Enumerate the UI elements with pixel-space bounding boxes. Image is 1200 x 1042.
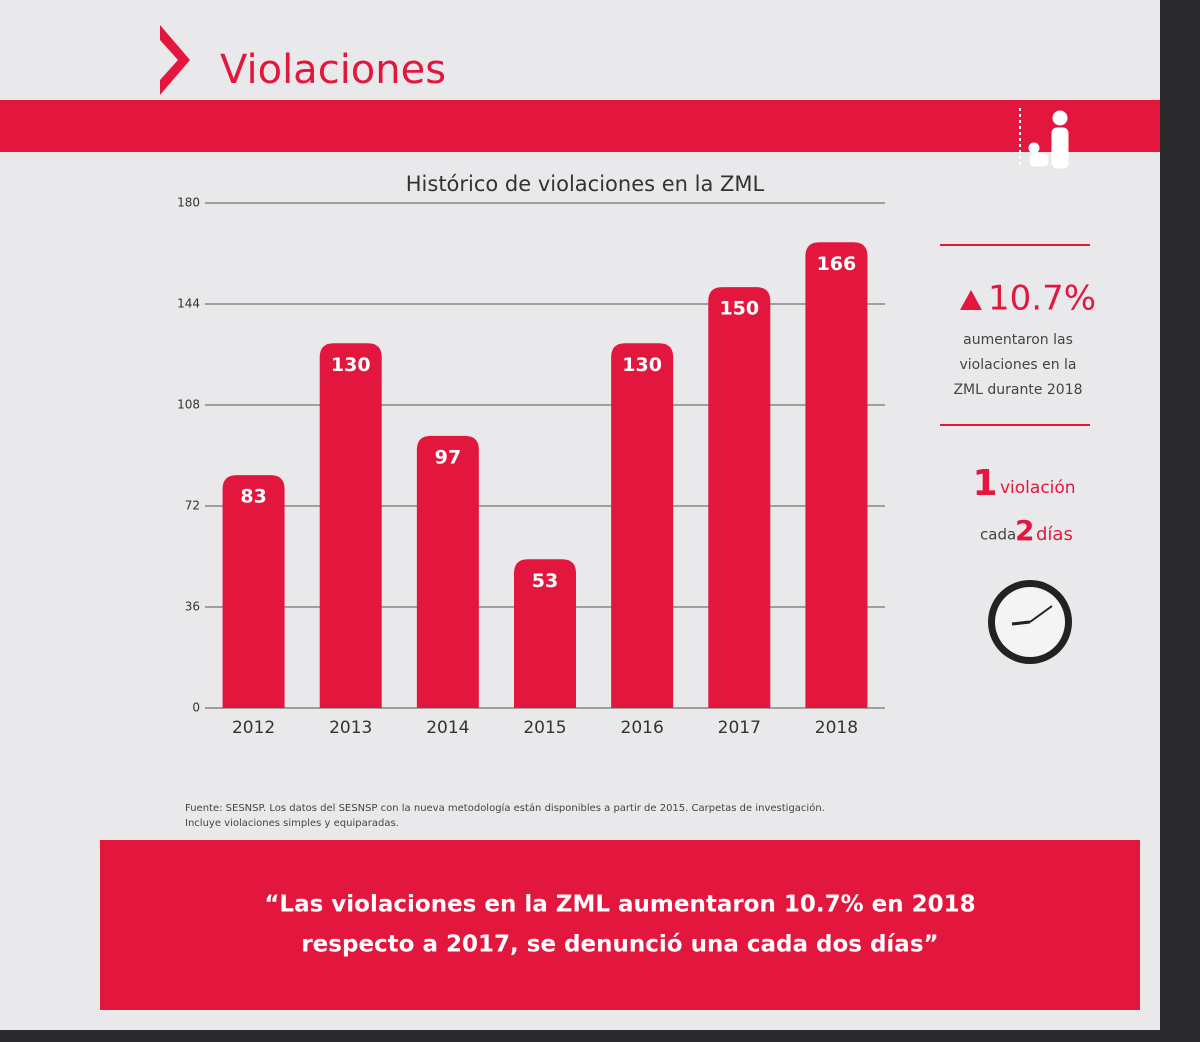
x-tick-label: 2015	[523, 718, 566, 738]
clock-hand	[1011, 620, 1031, 626]
y-tick-label: 144	[177, 297, 200, 311]
x-tick-label: 2013	[329, 718, 372, 738]
value-label: 166	[817, 253, 857, 275]
bar	[416, 435, 479, 708]
bar	[708, 287, 771, 708]
bar	[805, 242, 868, 708]
y-tick-label: 36	[185, 600, 200, 614]
x-tick-label: 2014	[426, 718, 469, 738]
icon-head-small	[1028, 142, 1040, 154]
rate-days: 2	[1015, 514, 1034, 547]
value-label: 150	[719, 298, 759, 320]
clock-icon	[988, 580, 1072, 664]
rate-count: 1	[972, 463, 997, 504]
quote-text: “Las violaciones en la ZML aumentaron 10…	[264, 892, 975, 918]
bar	[611, 343, 674, 708]
x-tick-label: 2017	[718, 718, 761, 738]
header-top	[0, 0, 1160, 100]
y-tick-label: 108	[177, 398, 200, 412]
quote-box	[100, 840, 1140, 1010]
person-icon	[1019, 108, 1069, 169]
quote-text: respecto a 2017, se denunció una cada do…	[301, 932, 938, 958]
y-tick-label: 180	[177, 196, 200, 210]
red-stripe	[0, 100, 1160, 152]
header-title: Violaciones	[220, 47, 446, 93]
x-tick-label: 2018	[815, 718, 858, 738]
rate-days-unit: días	[1036, 524, 1073, 545]
rate-unit: violación	[1000, 478, 1076, 498]
value-label: 53	[532, 570, 558, 592]
up-arrow	[960, 290, 982, 310]
value-label: 130	[622, 354, 662, 376]
y-tick-label: 72	[185, 499, 200, 513]
value-label: 130	[331, 354, 371, 376]
source-note: Incluye violaciones simples y equiparada…	[185, 818, 399, 829]
icon-body-small	[1029, 153, 1049, 167]
bar	[319, 343, 382, 708]
clock-hand	[1029, 605, 1053, 623]
x-tick-label: 2016	[621, 718, 664, 738]
change-text: ZML durante 2018	[953, 382, 1082, 398]
value-label: 83	[240, 486, 266, 508]
change-text: violaciones en la	[960, 357, 1077, 373]
x-tick-label: 2012	[232, 718, 275, 738]
source-note: Fuente: SESNSP. Los datos del SESNSP con…	[185, 802, 825, 814]
icon-head	[1052, 110, 1068, 126]
change-value: 10.7%	[988, 279, 1096, 319]
icon-body	[1051, 127, 1069, 169]
bar	[514, 559, 576, 708]
rate-prefix: cada	[980, 526, 1016, 544]
y-tick-label: 0	[192, 701, 200, 715]
header-arrow	[160, 25, 190, 95]
change-text: aumentaron las	[963, 332, 1073, 348]
bar	[222, 475, 285, 708]
chart-title: Histórico de violaciones en la ZML	[406, 172, 765, 196]
value-label: 97	[435, 446, 461, 468]
